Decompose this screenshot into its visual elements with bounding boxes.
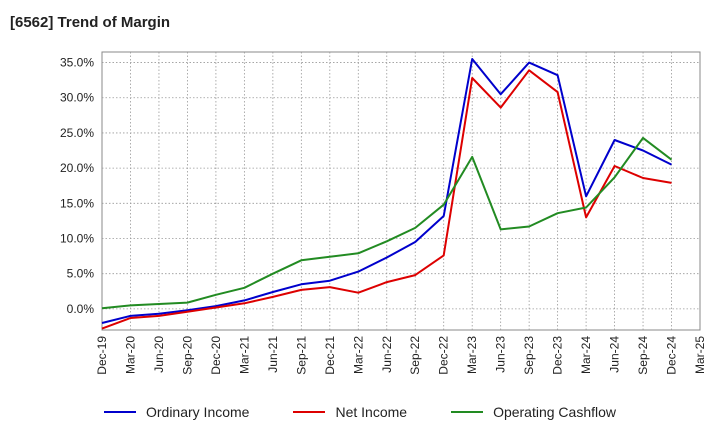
x-tick-label: Mar-21 xyxy=(237,336,251,374)
legend-item: Ordinary Income xyxy=(103,404,250,420)
chart-title: [6562] Trend of Margin xyxy=(10,14,171,31)
grid-layer xyxy=(101,51,701,331)
x-tick-label: Sep-20 xyxy=(180,336,194,375)
x-tick-label: Sep-22 xyxy=(408,336,422,375)
x-tick-label: Jun-22 xyxy=(380,336,394,373)
legend-swatch xyxy=(293,411,326,413)
x-tick-label: Jun-20 xyxy=(152,336,166,373)
x-tick-label: Jun-21 xyxy=(266,336,280,373)
x-tick-label: Dec-19 xyxy=(95,336,109,375)
y-tick-label: 5.0% xyxy=(67,267,95,281)
legend: Ordinary Income Net Income Operating Cashf… xyxy=(0,404,720,420)
y-tick-label: 35.0% xyxy=(60,56,94,70)
legend-swatch xyxy=(103,411,136,413)
series-line-operating-cashflow xyxy=(101,136,673,310)
x-tick-label: Mar-23 xyxy=(465,336,479,374)
x-tick-label: Jun-23 xyxy=(494,336,508,373)
legend-label: Net Income xyxy=(335,404,408,420)
legend-item: Operating Cashflow xyxy=(451,404,616,420)
legend-item: Net Income xyxy=(293,404,407,420)
x-tick-label: Dec-20 xyxy=(209,336,223,375)
x-tick-label: Mar-24 xyxy=(579,336,593,374)
y-tick-label: 10.0% xyxy=(60,232,94,246)
axis-layer: Dec-19 Mar-20 Jun-20 Sep-20 Dec-20 Mar-21 Jun-… xyxy=(60,56,707,375)
x-tick-label: Sep-21 xyxy=(294,336,308,375)
legend-swatch xyxy=(451,411,484,413)
legend-label: Operating Cashflow xyxy=(493,404,617,420)
x-tick-label: Sep-23 xyxy=(522,336,536,375)
plot-frame xyxy=(101,51,701,331)
x-tick-label: Mar-25 xyxy=(693,336,707,374)
x-tick-label: Mar-20 xyxy=(123,336,137,374)
legend-label: Ordinary Income xyxy=(145,404,250,420)
x-tick-label: Dec-24 xyxy=(665,336,679,375)
y-tick-label: 15.0% xyxy=(60,196,94,210)
x-tick-label: Dec-21 xyxy=(323,336,337,375)
series-line-ordinary-income xyxy=(101,58,672,324)
x-tick-label: Mar-22 xyxy=(351,336,365,374)
series-layer xyxy=(101,58,673,330)
y-tick-label: 0.0% xyxy=(67,302,95,316)
x-tick-label: Sep-24 xyxy=(636,336,650,375)
x-tick-label: Dec-22 xyxy=(437,336,451,375)
series-line-net-income xyxy=(101,69,672,330)
x-tick-label: Jun-24 xyxy=(608,336,622,373)
x-tick-label: Dec-23 xyxy=(551,336,565,375)
y-tick-label: 30.0% xyxy=(60,91,94,105)
y-tick-label: 25.0% xyxy=(60,126,94,140)
y-tick-label: 20.0% xyxy=(60,161,94,175)
